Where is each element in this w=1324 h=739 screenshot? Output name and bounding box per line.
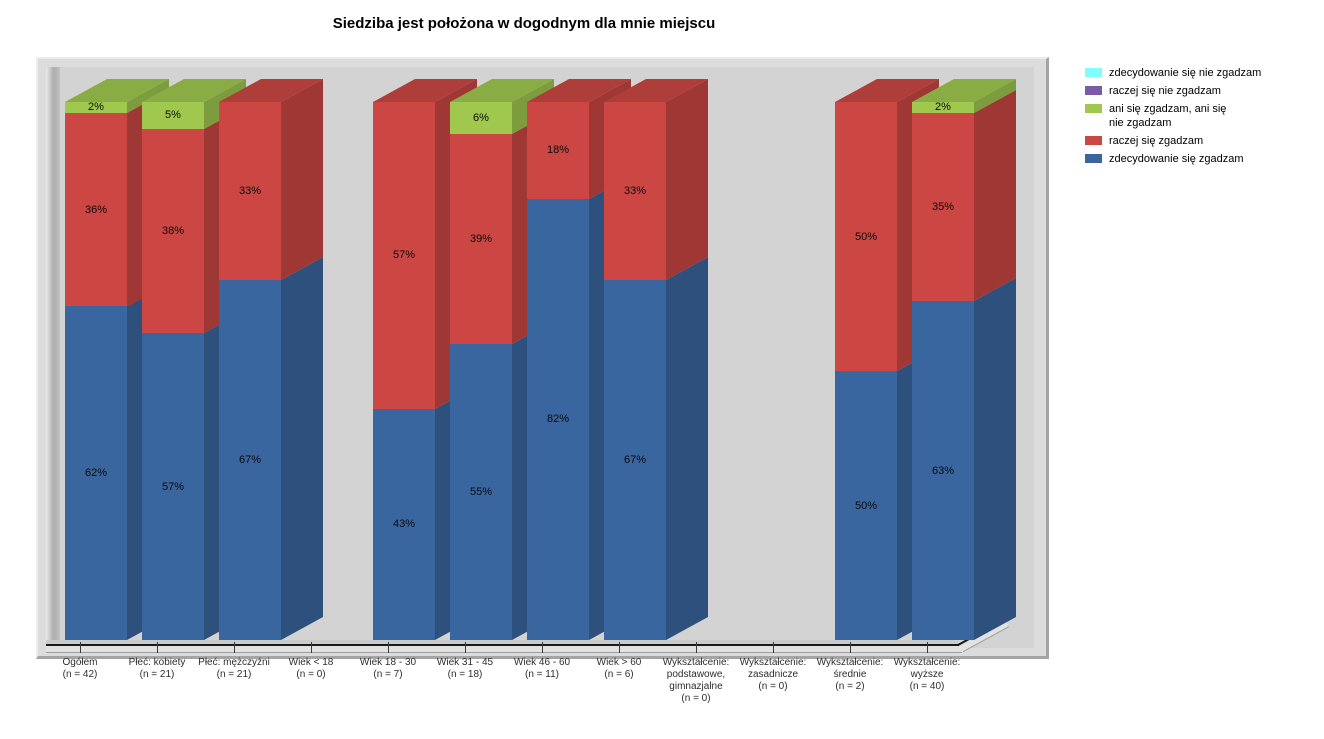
bar-segment-value-label: 63% [931, 464, 955, 477]
bar-segment-side [281, 256, 323, 640]
bar-segment-value-label: 50% [854, 499, 878, 512]
chart-title: Siedziba jest położona w dogodnym dla mn… [332, 15, 716, 32]
bar-segment-value-label: 6% [473, 112, 489, 125]
legend-swatch [1085, 154, 1102, 163]
bar-segment-value-label: 2% [88, 101, 104, 114]
legend-label: ani się zgadzam, ani się nie zgadzam [1109, 103, 1227, 129]
bars-area: 62% 36% 2% 57% 38% 5% 67% 33% 43% 57% 55% 39% 6% 82% 1… [46, 67, 1034, 648]
bar-segment[interactable] [450, 102, 512, 135]
x-axis-tick [619, 642, 620, 653]
x-axis-tick [465, 642, 466, 653]
bar-segment[interactable] [142, 102, 204, 129]
x-axis-tick [542, 642, 543, 653]
bar-segment-value-label: 67% [238, 453, 262, 466]
chart-frame: 62% 36% 2% 57% 38% 5% 67% 33% 43% 57% 55% 39% 6% 82% 1… [36, 57, 1049, 659]
bar-segment-side [666, 256, 708, 640]
legend-label: raczej się nie zgadzam [1109, 85, 1221, 97]
bar-segment[interactable] [835, 102, 897, 371]
x-axis-category-label: Wiek 46 - 60 (n = 11) [513, 657, 571, 680]
bar-segment-value-label: 62% [84, 467, 108, 480]
bar-segment[interactable] [912, 102, 974, 113]
plot-left-wall [46, 67, 60, 648]
bar-segment-value-label: 18% [546, 144, 570, 157]
x-axis-tick [234, 642, 235, 653]
bar-segment-value-label: 38% [161, 225, 185, 238]
bar-segment-value-label: 33% [623, 184, 647, 197]
x-axis-category-label: Ogółem (n = 42) [62, 657, 98, 680]
bar-segment-side [281, 79, 323, 280]
bar-segment-value-label: 50% [854, 230, 878, 243]
bar-segment[interactable] [912, 112, 974, 302]
bar-segment-value-label: 57% [161, 480, 185, 493]
x-axis-category-label: Płeć: kobiety (n = 21) [128, 657, 186, 680]
x-axis-tick [388, 642, 389, 653]
plot-back-wall: 62% 36% 2% 57% 38% 5% 67% 33% 43% 57% 55% 39% 6% 82% 1… [46, 67, 1034, 653]
legend-item-3: raczej się zgadzam [1085, 134, 1261, 148]
bar-segment[interactable] [65, 112, 127, 307]
bar-segment[interactable] [835, 371, 897, 640]
x-axis-tick [850, 642, 851, 653]
bar-segment[interactable] [219, 279, 281, 640]
bar-segment[interactable] [142, 333, 204, 640]
legend-swatch [1085, 86, 1102, 95]
x-axis-category-label: Wykształcenie: średnie (n = 2) [816, 657, 884, 692]
legend-item-0: zdecydowanie się nie zgadzam [1085, 66, 1261, 80]
bar-segment-value-label: 2% [935, 101, 951, 114]
bar-segment[interactable] [65, 102, 127, 113]
bar-segment[interactable] [373, 102, 435, 409]
x-axis-category-label: Wykształcenie: podstawowe, gimnazjalne (… [662, 657, 730, 704]
bar-segment-side [974, 89, 1016, 302]
x-axis-category-label: Wiek > 60 (n = 6) [596, 657, 642, 680]
bar-segment-value-label: 55% [469, 486, 493, 499]
bar-segment[interactable] [912, 301, 974, 640]
bar-segment-value-label: 82% [546, 413, 570, 426]
x-axis-category-label: Wiek 18 - 30 (n = 7) [359, 657, 417, 680]
x-axis-category-label: Wykształcenie: wyższe (n = 40) [893, 657, 961, 692]
bar-segment[interactable] [219, 102, 281, 280]
x-axis-tick [311, 642, 312, 653]
bar-segment[interactable] [450, 344, 512, 640]
bar-segment[interactable] [527, 102, 589, 199]
plot-floor [46, 640, 958, 644]
x-axis-tick [696, 642, 697, 653]
bar-segment-value-label: 67% [623, 453, 647, 466]
bar-segment[interactable] [142, 128, 204, 334]
legend-label: zdecydowanie się zgadzam [1109, 153, 1244, 165]
bar-segment-value-label: 57% [392, 249, 416, 262]
legend-swatch [1085, 68, 1102, 77]
legend-item-2: ani się zgadzam, ani się nie zgadzam [1085, 102, 1261, 130]
legend-label: raczej się zgadzam [1109, 135, 1204, 147]
x-axis-category-label: Wiek < 18 (n = 0) [288, 657, 334, 680]
legend-swatch [1085, 104, 1102, 113]
legend-item-4: zdecydowanie się zgadzam [1085, 152, 1261, 166]
x-axis-tick [927, 642, 928, 653]
plot-floor-edge [46, 646, 962, 653]
bar-segment-value-label: 33% [238, 184, 262, 197]
legend: zdecydowanie się nie zgadzam raczej się n… [1085, 66, 1261, 166]
bar-segment-side [974, 278, 1016, 640]
x-axis-line [46, 644, 959, 646]
bar-segment-value-label: 39% [469, 233, 493, 246]
bar-segment[interactable] [65, 306, 127, 640]
bar-segment-side [666, 79, 708, 280]
bar-segment[interactable] [527, 198, 589, 640]
bar-segment[interactable] [450, 134, 512, 345]
bar-segment-value-label: 43% [392, 518, 416, 531]
x-axis-tick [773, 642, 774, 653]
bar-segment[interactable] [604, 102, 666, 280]
x-axis-category-label: Płeć: mężczyźni (n = 21) [198, 657, 270, 680]
bar-segment[interactable] [604, 279, 666, 640]
legend-label: zdecydowanie się nie zgadzam [1109, 67, 1262, 79]
legend-swatch [1085, 136, 1102, 145]
x-axis-category-label: Wykształcenie: zasadnicze (n = 0) [739, 657, 807, 692]
bar-segment-value-label: 5% [165, 109, 181, 122]
bar-segment-value-label: 36% [84, 203, 108, 216]
bar-segment[interactable] [373, 408, 435, 640]
x-axis-category-label: Wiek 31 - 45 (n = 18) [436, 657, 494, 680]
x-axis-tick [80, 642, 81, 653]
bar-segment-value-label: 35% [931, 200, 955, 213]
legend-item-1: raczej się nie zgadzam [1085, 84, 1261, 98]
x-axis-tick [157, 642, 158, 653]
